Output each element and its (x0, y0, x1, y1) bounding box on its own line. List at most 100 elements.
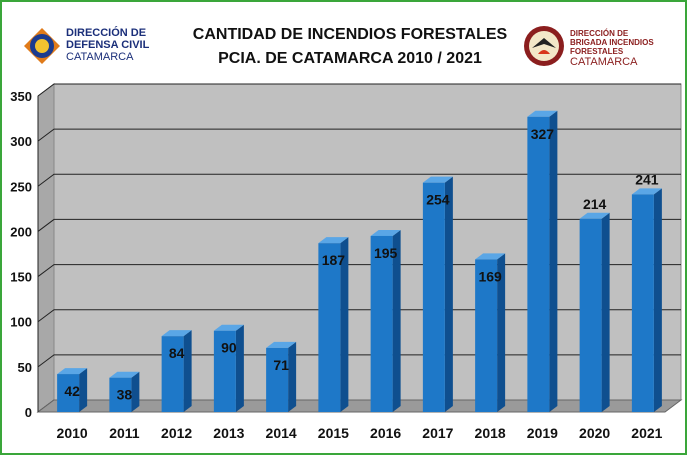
bar-top (527, 110, 558, 117)
bar-top (579, 212, 610, 219)
bar-2019 (527, 110, 558, 412)
defensa-civil-line3: CATAMARCA (66, 51, 134, 63)
bar-top (161, 330, 192, 337)
y-axis: 0 50 100 150 200 250 300 350 (10, 89, 39, 420)
y-tick-label: 50 (18, 360, 32, 375)
bar-side (288, 341, 297, 412)
bar-front (213, 330, 236, 412)
x-tick-label: 2014 (266, 425, 297, 441)
data-labels: 42 38 84 90 71 187 195 254 169 327 214 241 (64, 126, 658, 403)
y-tick-label: 0 (25, 405, 32, 420)
bar-2014 (266, 341, 297, 412)
bar-2016 (370, 229, 401, 412)
bar-side (392, 229, 401, 412)
x-tick-label: 2016 (370, 425, 401, 441)
defensa-civil-logo: DIRECCIÓN DE DEFENSA CIVIL CATAMARCA (22, 26, 172, 66)
x-axis: 2010 2011 2012 2013 2014 2015 2016 2017 2018 2019… (57, 425, 663, 441)
chart-floor (36, 399, 683, 413)
x-tick-label: 2020 (579, 425, 610, 441)
y-tick-label: 250 (10, 179, 32, 194)
y-tick-label: 200 (10, 224, 32, 239)
bar-top (475, 253, 506, 260)
bar-front (57, 374, 80, 412)
bar-front (109, 377, 132, 412)
data-label: 187 (322, 252, 346, 268)
data-label: 84 (169, 345, 185, 361)
bar-top (109, 371, 140, 378)
x-tick-label: 2018 (475, 425, 506, 441)
bar-front (475, 259, 498, 412)
x-tick-label: 2012 (161, 425, 192, 441)
data-label: 169 (478, 268, 502, 284)
bar-front (318, 243, 341, 412)
bar-side (653, 188, 662, 412)
chart-title-line1: CANTIDAD DE INCENDIOS FORESTALES (192, 26, 508, 43)
bar-top (266, 341, 297, 348)
defensa-civil-emblem-icon (24, 28, 60, 64)
brigada-line4: CATAMARCA (570, 56, 638, 68)
gridline (37, 354, 681, 368)
bar-side (601, 212, 610, 412)
x-tick-label: 2011 (109, 425, 140, 441)
data-label: 195 (374, 245, 398, 261)
x-tick-label: 2015 (318, 425, 349, 441)
brigada-line1: DIRECCIÓN DE (570, 29, 629, 38)
gridline (37, 128, 681, 142)
x-tick-label: 2013 (213, 425, 244, 441)
brigada-line3: FORESTALES (570, 47, 624, 56)
bar-side (497, 253, 506, 412)
bar-2010 (57, 368, 88, 412)
floor-plane (36, 399, 683, 413)
data-label: 214 (583, 196, 607, 212)
bar-2021 (631, 188, 662, 412)
data-label: 241 (635, 171, 659, 187)
chart-title-line2: PCIA. DE CATAMARCA 2010 / 2021 (218, 50, 482, 67)
gridline (37, 309, 681, 323)
bar-front (266, 347, 289, 412)
data-label: 327 (531, 126, 555, 142)
bar-side (340, 237, 349, 412)
bar-side (131, 371, 140, 412)
side-wall (37, 83, 55, 413)
data-label: 38 (117, 387, 133, 403)
brigada-emblem-icon (524, 26, 564, 66)
bar-top (631, 188, 662, 195)
bar-side (444, 176, 453, 412)
data-label: 90 (221, 340, 237, 356)
defensa-civil-line1: DIRECCIÓN DE (66, 27, 147, 39)
bar-2013 (213, 324, 244, 412)
bar-side (235, 324, 244, 412)
y-tick-label: 100 (10, 315, 32, 330)
bar-top (57, 368, 88, 375)
bar-2017 (422, 176, 453, 412)
x-tick-label: 2010 (57, 425, 88, 441)
x-tick-label: 2021 (631, 425, 662, 441)
brigada-line2: BRIGADA INCENDIOS (570, 38, 654, 47)
gridline (37, 173, 681, 187)
bar-side (79, 368, 88, 412)
defensa-civil-line2: DEFENSA CIVIL (66, 39, 150, 51)
bar-front (370, 235, 393, 412)
gridline (37, 218, 681, 232)
bar-top (422, 176, 453, 183)
data-label: 42 (64, 383, 80, 399)
bar-2011 (109, 371, 140, 412)
bar-2012 (161, 330, 192, 412)
bar-top (370, 229, 401, 236)
bar-front (422, 182, 445, 412)
bar-side (549, 110, 558, 412)
y-tick-label: 350 (10, 89, 32, 104)
gridline (37, 83, 681, 97)
y-tick-label: 300 (10, 134, 32, 149)
gridline (37, 264, 681, 277)
brigada-logo: DIRECCIÓN DE BRIGADA INCENDIOS FORESTALE… (522, 24, 682, 68)
bar-side (183, 330, 192, 412)
bars (57, 110, 662, 412)
bar-front (631, 194, 654, 412)
bar-top (318, 237, 349, 244)
data-label: 71 (273, 357, 289, 373)
x-tick-label: 2017 (422, 425, 453, 441)
bar-2020 (579, 212, 610, 412)
